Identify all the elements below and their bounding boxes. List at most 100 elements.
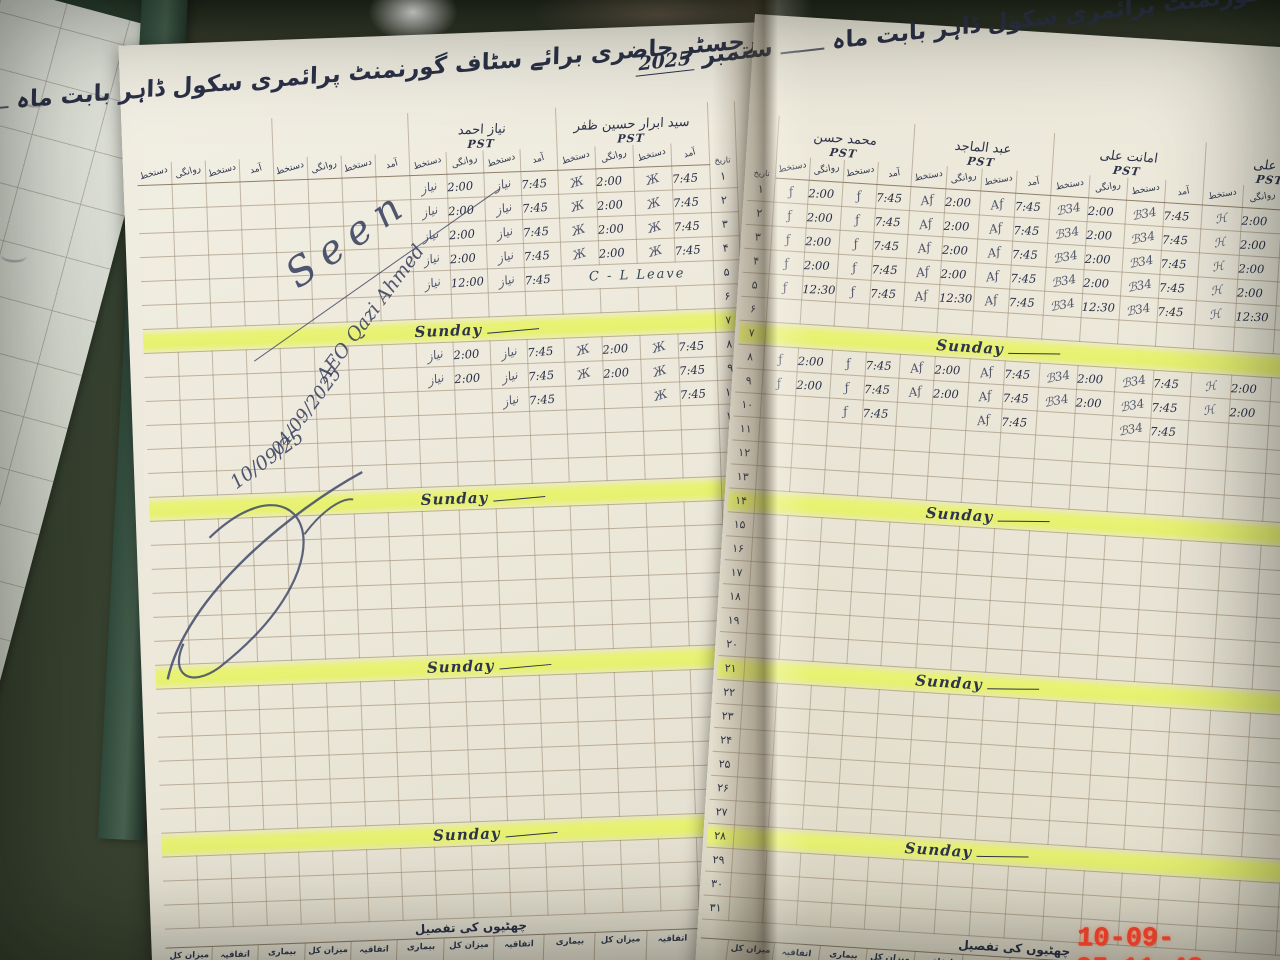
- signature-mark: [803, 755, 842, 786]
- departure-time: [610, 598, 651, 626]
- departure-time: [784, 540, 820, 566]
- departure-time: 12:30: [1234, 303, 1276, 330]
- signature-mark: [802, 779, 841, 810]
- signature-mark: [764, 295, 803, 326]
- departure-time: 2:00: [1076, 366, 1116, 392]
- column-subheader: روانگی: [1240, 182, 1280, 213]
- day-number: ۲: [710, 187, 738, 213]
- departure-time: [615, 742, 656, 770]
- date-column-header: تاریخ: [748, 114, 779, 179]
- footer-label: بیماری: [543, 932, 596, 960]
- arrival-time: [391, 630, 428, 658]
- arrival-time: [541, 769, 581, 796]
- departure-time: [1233, 327, 1274, 354]
- departure-time: [1058, 653, 1098, 679]
- departure-time: [1201, 830, 1243, 857]
- day-number: ۵: [712, 259, 741, 285]
- day-number: ۲۰: [718, 631, 747, 658]
- signature-mark: [808, 683, 847, 714]
- arrival-time: [383, 414, 420, 442]
- day-number: ۱۲: [730, 439, 759, 466]
- departure-time: [1213, 639, 1255, 665]
- teacher-name: [135, 118, 273, 164]
- footer-label: اتفاقیہ: [770, 943, 822, 960]
- arrival-time: [539, 697, 578, 724]
- arrival-time: [675, 283, 715, 311]
- arrival-time: [976, 792, 1013, 818]
- arrival-time: 7:45: [1009, 265, 1046, 291]
- departure-time: [765, 851, 801, 877]
- signature-mark: ƒ: [838, 204, 877, 235]
- arrival-time: [259, 731, 295, 759]
- arrival-time: [389, 558, 425, 586]
- departure-time: [921, 548, 958, 574]
- departure-time: 12:30: [938, 285, 975, 311]
- footer-label: اتفاقیہ: [645, 929, 699, 960]
- arrival-time: [996, 481, 1032, 507]
- arrival-time: [1147, 442, 1187, 468]
- arrival-time: [978, 768, 1014, 794]
- departure-time: [1207, 735, 1249, 761]
- signature-mark: [825, 420, 863, 450]
- arrival-time: [397, 798, 434, 826]
- arrival-time: [981, 720, 1017, 746]
- arrival-time: [993, 529, 1029, 555]
- arrival-time: [1131, 706, 1171, 732]
- arrival-time: 7:45: [526, 361, 566, 389]
- arrival-time: 7:45: [865, 352, 900, 378]
- departure-time: [615, 718, 655, 746]
- arrival-time: [852, 544, 888, 570]
- arrival-time: 7:45: [526, 337, 565, 365]
- footer-label: بیماری: [258, 943, 306, 960]
- column-subheader: آمد: [1014, 168, 1053, 198]
- departure-time: [1079, 318, 1119, 344]
- arrival-time: 7:45: [677, 355, 718, 383]
- arrival-time: 7:45: [1163, 203, 1202, 229]
- signature-mark: [817, 539, 856, 570]
- departure-time: [332, 873, 369, 900]
- arrival-time: [401, 894, 438, 921]
- arrival-time: [1125, 802, 1164, 828]
- attendance-table-right: تاریخ محمد حسن PST عبد الماجد PST امانت علی PS…: [697, 110, 1280, 960]
- arrival-time: [241, 252, 278, 279]
- departure-time: [936, 309, 973, 335]
- day-number: ۲۶: [709, 775, 738, 801]
- footer-label: بیماری: [816, 946, 868, 960]
- departure-time: [1227, 423, 1268, 449]
- day-number: ۱: [747, 176, 775, 203]
- arrival-time: 7:45: [1149, 418, 1189, 444]
- arrival-time: [243, 300, 280, 327]
- arrival-time: [969, 912, 1005, 938]
- arrival-time: 7:45: [1156, 299, 1196, 325]
- camera-timestamp: 10-09-2511:48: [1074, 924, 1280, 960]
- arrival-time: 7:45: [1008, 289, 1044, 315]
- arrival-time: [393, 678, 430, 706]
- departure-time: [902, 860, 938, 886]
- arrival-time: [830, 903, 866, 929]
- arrival-time: [846, 640, 882, 666]
- arrival-time: [1129, 730, 1169, 756]
- arrival-time: [394, 702, 431, 730]
- day-number: ۴: [711, 235, 740, 261]
- day-number: ۶: [739, 296, 768, 322]
- departure-time: [915, 644, 952, 670]
- arrival-time: 7:45: [520, 193, 560, 221]
- departure-time: [621, 886, 661, 913]
- arrival-time: [265, 899, 302, 926]
- day-number: ۲: [745, 200, 774, 226]
- departure-time: [599, 286, 639, 314]
- arrival-time: [972, 864, 1008, 890]
- arrival-time: 7:45: [1012, 217, 1049, 243]
- footer-filler: [697, 938, 730, 960]
- departure-time: 2:00: [596, 214, 637, 242]
- departure-time: [190, 710, 227, 737]
- departure-time: 2:00: [939, 261, 976, 287]
- arrival-time: [240, 228, 277, 255]
- footer-label: بیماری: [958, 954, 1011, 960]
- arrival-time: [385, 462, 422, 490]
- teacher-name: [270, 113, 409, 159]
- column-subheader: آمد: [1163, 178, 1205, 208]
- day-number: ۸: [736, 344, 765, 370]
- footer-label: میزان کل: [304, 941, 353, 960]
- departure-time: [778, 635, 814, 661]
